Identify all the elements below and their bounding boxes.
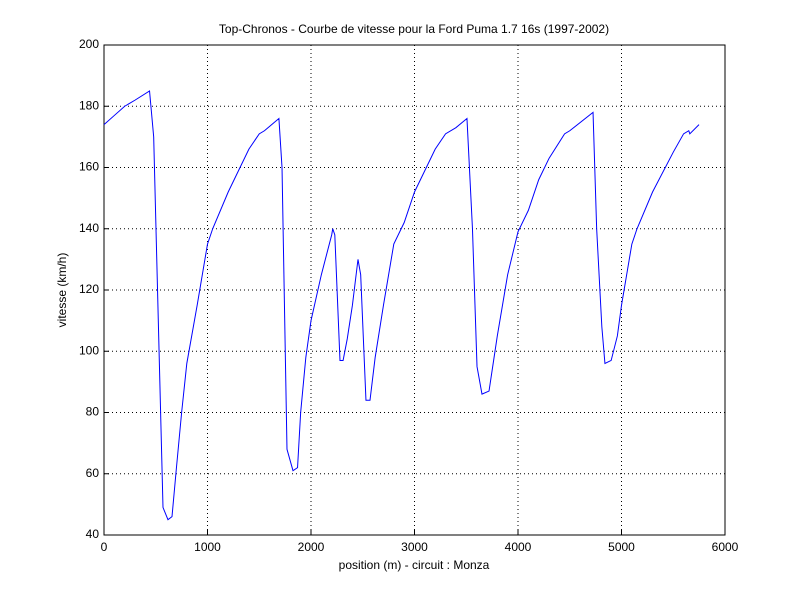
y-tick-label: 180 <box>79 98 99 112</box>
y-tick-label: 140 <box>79 221 99 235</box>
x-tick-label: 3000 <box>401 540 428 554</box>
x-axis-label: position (m) - circuit : Monza <box>339 558 490 572</box>
y-tick-label: 40 <box>86 527 100 541</box>
y-axis-label: vitesse (km/h) <box>55 253 69 328</box>
y-tick-label: 160 <box>79 160 99 174</box>
y-tick-label: 200 <box>79 37 99 51</box>
x-tick-label: 2000 <box>298 540 325 554</box>
x-tick-label: 6000 <box>712 540 739 554</box>
speed-line <box>103 90 700 521</box>
y-tick-label: 80 <box>86 405 100 419</box>
x-tick-label: 1000 <box>194 540 221 554</box>
y-tick-label: 100 <box>79 343 99 357</box>
plot-frame <box>103 44 726 536</box>
y-tick-label: 120 <box>79 282 99 296</box>
y-tick-label: 60 <box>86 466 100 480</box>
x-tick-label: 0 <box>101 540 108 554</box>
x-tick-label: 5000 <box>608 540 635 554</box>
chart-title: Top-Chronos - Courbe de vitesse pour la … <box>219 22 609 36</box>
x-tick-label: 4000 <box>505 540 532 554</box>
